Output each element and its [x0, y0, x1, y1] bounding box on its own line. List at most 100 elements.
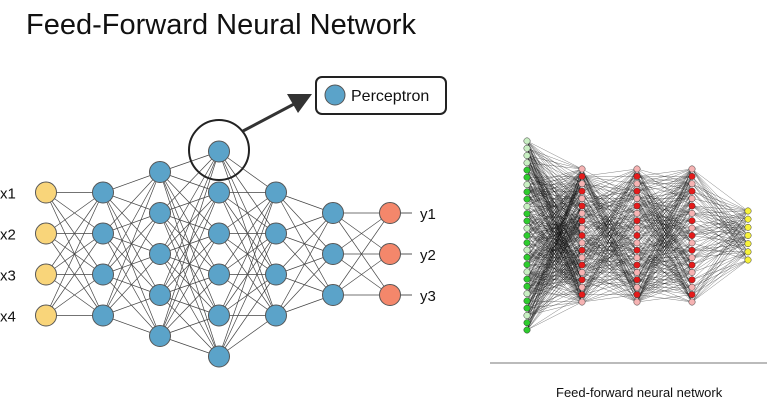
network-edge [102, 171, 161, 316]
dense-hidden-node [688, 187, 696, 195]
dense-edge [526, 176, 583, 265]
input-label: x3 [0, 268, 16, 285]
dense-edge [526, 301, 583, 331]
hidden-node [208, 263, 230, 286]
dense-edge [526, 213, 583, 331]
dense-edge [581, 168, 638, 280]
network-edge [218, 151, 277, 193]
perceptron-highlight [188, 94, 312, 181]
dense-edge [691, 205, 749, 244]
dense-edge [526, 191, 583, 331]
network-edge [332, 212, 391, 296]
io-labels: x1 x2 x3 x4 y1 y2 y3 [0, 186, 436, 326]
dense-edge [691, 227, 749, 258]
dense-hidden-node [633, 298, 641, 306]
dense-edge [691, 168, 749, 228]
dense-network-nodes [523, 137, 752, 334]
dense-input-node [523, 290, 531, 298]
dense-input-node [523, 282, 531, 290]
dense-edge [691, 227, 749, 252]
dense-edge [581, 213, 638, 303]
dense-edge [691, 227, 749, 244]
dense-edge [636, 242, 693, 303]
dense-input-node [523, 253, 531, 261]
dense-edge [691, 210, 749, 273]
dense-edge [691, 251, 749, 280]
dense-edge [691, 251, 749, 288]
input-node [35, 304, 57, 327]
dense-edge [691, 219, 749, 295]
dense-hidden-node [688, 232, 696, 239]
dense-hidden-node [578, 165, 586, 173]
dense-input-node [523, 312, 531, 319]
dense-edge [691, 210, 749, 251]
dense-edge [581, 294, 638, 303]
dense-output-node [744, 232, 752, 239]
dense-hidden-node [578, 254, 586, 262]
dense-edge [581, 264, 638, 295]
dense-hidden-node [578, 298, 586, 306]
output-label: y1 [420, 206, 436, 223]
dense-edge [526, 168, 583, 265]
dense-edge [636, 294, 693, 303]
dense-hidden-node [633, 283, 641, 291]
dense-edge [691, 168, 749, 212]
output-label: y3 [420, 288, 436, 305]
hidden-node [92, 263, 114, 286]
dense-edge [526, 148, 583, 170]
dense-hidden-node [578, 209, 586, 217]
dense-input-node [523, 261, 531, 269]
dense-hidden-node [633, 172, 641, 180]
dense-edge [691, 227, 749, 261]
dense-edge [691, 219, 749, 303]
dense-edge [581, 176, 638, 303]
dense-edge [691, 183, 749, 220]
dense-edge [691, 213, 749, 261]
dense-input-node [523, 275, 531, 283]
dense-edge [581, 264, 638, 303]
dense-edge [636, 228, 693, 303]
input-label: x4 [0, 309, 16, 326]
dense-edge [636, 257, 693, 303]
dense-edge [691, 205, 749, 220]
dense-hidden-node [633, 224, 641, 232]
dense-hidden-node [633, 202, 641, 210]
dense-edge [526, 168, 583, 323]
dense-edge [581, 176, 638, 251]
dense-input-node [523, 268, 531, 276]
network-edge [159, 192, 220, 337]
dense-hidden-node [688, 261, 696, 269]
dense-hidden-node [633, 165, 641, 173]
dense-edge [691, 210, 749, 244]
hidden-node [149, 325, 171, 347]
hidden-node [265, 304, 287, 327]
dense-edge [691, 243, 749, 251]
network-edge [159, 151, 220, 337]
dense-edge [691, 243, 749, 303]
dense-edge [691, 218, 749, 229]
dense-edge [526, 257, 583, 331]
perceptron-callout: Perceptron [315, 76, 447, 115]
hidden-node [92, 222, 114, 245]
hidden-node [208, 222, 230, 245]
dense-edge [691, 183, 749, 236]
hidden-node [322, 284, 344, 306]
perceptron-highlight-circle [188, 119, 250, 181]
dense-edge [636, 183, 693, 303]
dense-hidden-node [688, 202, 696, 210]
dense-edge [581, 235, 638, 295]
dense-input-node [523, 144, 531, 152]
dense-edge [691, 210, 749, 229]
dense-input-node [523, 239, 531, 247]
dense-edge [636, 168, 693, 243]
dense-hidden-node [633, 195, 641, 203]
perceptron-network-diagram: Perceptron x1 x2 x3 x4 y1 y2 y3 [0, 76, 447, 368]
dense-edge [581, 168, 638, 221]
dense-edge [691, 213, 749, 220]
dense-edge [691, 191, 749, 212]
dense-edge [581, 242, 638, 303]
dense-input-node [523, 173, 531, 181]
dense-edge [691, 250, 749, 253]
dense-edge [636, 168, 693, 288]
